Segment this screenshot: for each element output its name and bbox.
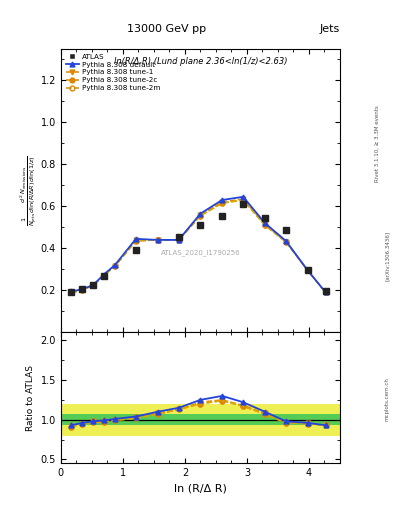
Text: [arXiv:1306.3436]: [arXiv:1306.3436]: [385, 231, 389, 281]
Text: ATLAS_2020_I1790256: ATLAS_2020_I1790256: [161, 249, 240, 257]
Y-axis label: Ratio to ATLAS: Ratio to ATLAS: [26, 365, 35, 431]
Y-axis label: $\frac{1}{N_\mathrm{jets}}\frac{d^2\,N_\mathrm{emissions}}{d\ln(R/\Delta R)\,d\l: $\frac{1}{N_\mathrm{jets}}\frac{d^2\,N_\…: [18, 155, 39, 226]
Legend: ATLAS, Pythia 8.308 default, Pythia 8.308 tune-1, Pythia 8.308 tune-2c, Pythia 8: ATLAS, Pythia 8.308 default, Pythia 8.30…: [64, 52, 162, 93]
Text: 13000 GeV pp: 13000 GeV pp: [127, 24, 206, 34]
Text: Rivet 3.1.10, ≥ 3.3M events: Rivet 3.1.10, ≥ 3.3M events: [375, 105, 380, 182]
Text: ln(R/Δ R) (Lund plane 2.36<ln(1/z)<2.63): ln(R/Δ R) (Lund plane 2.36<ln(1/z)<2.63): [114, 57, 287, 66]
Text: Jets: Jets: [320, 24, 340, 34]
X-axis label: ln (R/Δ R): ln (R/Δ R): [174, 484, 227, 494]
Text: mcplots.cern.ch: mcplots.cern.ch: [385, 377, 389, 421]
